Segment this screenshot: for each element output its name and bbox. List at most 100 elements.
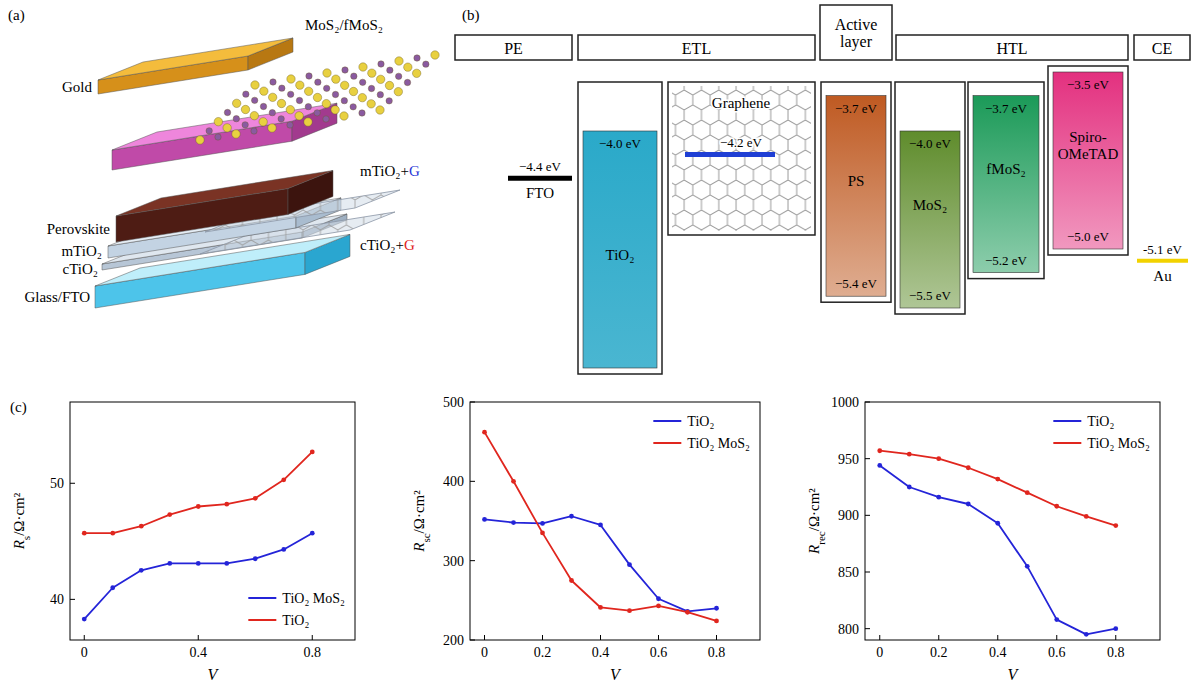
atom: [315, 79, 321, 85]
energy-band: [973, 96, 1039, 273]
y-axis-title-part: /Ω·cm²: [411, 490, 427, 534]
data-point: [281, 547, 286, 552]
chart: 00.20.40.60.8200300400500VRsc/Ω·cm²TiO₂T…: [411, 395, 760, 683]
data-point: [714, 619, 719, 624]
header: ETL: [682, 40, 711, 57]
atom: [359, 63, 367, 71]
header-box: [578, 35, 815, 60]
data-point: [627, 562, 632, 567]
y-axis-title-part: R: [411, 543, 427, 553]
atom: [287, 75, 295, 83]
atom: [242, 122, 248, 128]
header-box: [896, 35, 1128, 60]
energy-label: −5.2 eV: [985, 253, 1028, 268]
legend-swatch: [1053, 420, 1081, 422]
atom: [431, 51, 439, 59]
label: Glass/FTO: [24, 289, 90, 305]
figure: (a)GoldMoS₂/fMoS₂mTiO₂+GPerovskitemTiO₂c…: [0, 0, 1195, 690]
data-point: [482, 430, 487, 435]
perovskite-layer: [116, 170, 333, 242]
atom: [332, 91, 338, 97]
data-point: [310, 450, 315, 455]
x-tick-label: 0: [481, 645, 488, 660]
atom: [215, 134, 221, 140]
atom: [386, 98, 392, 104]
header-box: [1134, 35, 1190, 60]
atom: [214, 117, 222, 125]
atom: [206, 128, 212, 134]
electrode-name: Au: [1153, 268, 1172, 284]
header: Activelayer: [835, 16, 878, 51]
energy-label: −3.7 eV: [985, 101, 1028, 116]
energy-label: −3.5 eV: [1067, 77, 1110, 92]
band-fmos2: −3.7 eV fMoS₂ −5.2 eV: [968, 82, 1044, 279]
atom: [423, 61, 429, 67]
x-tick: [484, 635, 485, 640]
y-tick-label: 200: [443, 633, 464, 648]
data-point: [1084, 514, 1089, 519]
y-axis-title-part: R: [11, 540, 27, 550]
y-tick: [865, 628, 870, 629]
material-name: Graphene: [712, 95, 771, 111]
x-tick: [600, 635, 601, 640]
atom: [404, 63, 412, 71]
data-point: [714, 606, 719, 611]
x-tick: [84, 635, 85, 640]
material-name: fMoS₂: [986, 161, 1025, 177]
data-point: [907, 452, 912, 457]
data-point: [253, 556, 258, 561]
panel-letter: (b): [462, 7, 480, 24]
energy-level: [508, 176, 572, 181]
atom: [224, 109, 230, 115]
atom: [378, 61, 384, 67]
data-point: [511, 520, 516, 525]
atom: [314, 110, 320, 116]
atom: [351, 73, 357, 79]
atom: [414, 55, 420, 61]
atom: [404, 79, 410, 85]
legend-swatch: [653, 420, 681, 422]
energy-level: [685, 152, 775, 157]
atom: [260, 87, 268, 95]
atom: [376, 106, 384, 114]
atom: [349, 87, 357, 95]
band-frame: [821, 82, 891, 302]
x-axis-title: V: [610, 666, 622, 683]
data-point: [569, 514, 574, 519]
energy-band: [900, 131, 960, 308]
atom: [331, 106, 339, 114]
data-point: [540, 521, 545, 526]
data-point: [685, 610, 690, 615]
data-point: [224, 502, 229, 507]
label-line: layer: [840, 33, 873, 51]
atom: [394, 87, 402, 95]
atom: [304, 118, 312, 126]
material-name: TiO₂: [606, 247, 635, 263]
energy-label: −5.4 eV: [835, 276, 878, 291]
header: HTL: [996, 40, 1027, 57]
x-tick: [312, 635, 313, 640]
data-point: [627, 608, 632, 613]
y-tick-label: 500: [443, 395, 464, 410]
atom: [323, 69, 331, 77]
atom: [233, 115, 239, 121]
y-tick-label: 50: [50, 476, 64, 491]
data-point: [907, 485, 912, 490]
y-tick-label: 40: [50, 592, 64, 607]
data-point: [1054, 617, 1059, 622]
gold-layer: [98, 38, 293, 94]
atom: [395, 57, 403, 65]
atom: [251, 81, 259, 89]
data-point: [598, 523, 603, 528]
x-tick: [938, 635, 939, 640]
band-frame: [668, 82, 815, 235]
x-tick-label: 0.2: [930, 645, 948, 660]
chart: 00.20.40.60.88008509009501000VRrec/Ω·cm²…: [806, 395, 1160, 683]
x-tick: [997, 635, 998, 640]
plot-area: [877, 448, 1118, 636]
data-point: [82, 617, 87, 622]
y-axis-title: Rsc/Ω·cm²: [411, 490, 432, 553]
x-axis-title: V: [208, 666, 220, 683]
x-tick-label: 0.8: [708, 645, 726, 660]
x-tick-label: 0.4: [190, 645, 208, 660]
